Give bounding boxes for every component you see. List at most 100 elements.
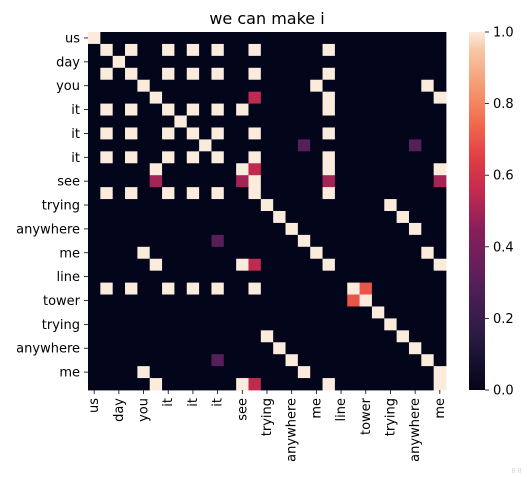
heatmap-cell <box>433 32 447 45</box>
heatmap-cell <box>310 234 323 248</box>
heatmap-cell <box>334 318 348 331</box>
heatmap-cell <box>408 127 422 140</box>
heatmap-cell <box>334 354 348 367</box>
heatmap-cell <box>149 366 163 379</box>
heatmap-cell <box>174 115 188 128</box>
heatmap-cell <box>211 282 225 295</box>
heatmap-cell <box>421 354 435 367</box>
heatmap-cell <box>162 163 175 176</box>
heatmap-cell <box>334 378 348 391</box>
colorbar-tick-label: 0.2 <box>493 312 514 327</box>
heatmap-cell <box>162 211 175 224</box>
heatmap-cell <box>112 211 126 224</box>
heatmap-cell <box>223 246 237 260</box>
x-tick-label: me <box>309 398 324 419</box>
heatmap-cell <box>100 55 114 69</box>
heatmap-cell <box>149 294 163 307</box>
heatmap-cell <box>236 222 249 236</box>
heatmap-cell <box>384 115 398 128</box>
heatmap-cell <box>125 187 138 200</box>
heatmap-cell <box>334 103 348 116</box>
heatmap-cell <box>162 246 175 260</box>
heatmap-cell <box>408 211 422 224</box>
heatmap-cell <box>322 115 336 128</box>
heatmap-cell <box>322 366 336 379</box>
heatmap-cell <box>260 234 274 248</box>
heatmap-cell <box>285 258 299 272</box>
heatmap-cell <box>322 151 336 164</box>
heatmap-cell <box>396 306 410 319</box>
heatmap-cell <box>396 151 410 164</box>
heatmap-cell <box>310 103 323 116</box>
heatmap-cell <box>371 342 385 355</box>
heatmap-cell <box>421 342 435 355</box>
heatmap-cell <box>186 79 200 93</box>
heatmap-cell <box>285 306 299 319</box>
heatmap-cell <box>174 55 188 69</box>
heatmap-cell <box>371 67 385 81</box>
heatmap-cell <box>334 234 348 248</box>
heatmap-cell <box>421 366 435 379</box>
heatmap-cell <box>100 67 114 81</box>
heatmap-cell <box>297 127 311 140</box>
heatmap-cell <box>137 103 151 116</box>
heatmap-cell <box>174 187 188 200</box>
heatmap-cell <box>273 330 286 343</box>
heatmap-cell <box>396 175 410 188</box>
heatmap-cell <box>285 282 299 295</box>
heatmap-cell <box>396 258 410 272</box>
heatmap-cell <box>273 91 286 104</box>
heatmap-cell <box>174 330 188 343</box>
heatmap-cell <box>186 175 200 188</box>
heatmap-cell <box>384 354 398 367</box>
heatmap-cell <box>162 175 175 188</box>
heatmap-cell <box>408 115 422 128</box>
heatmap-cell <box>211 32 225 45</box>
heatmap-cell <box>297 211 311 224</box>
heatmap-cell <box>384 79 398 93</box>
heatmap-cell <box>322 127 336 140</box>
heatmap-cell <box>396 366 410 379</box>
heatmap-cell <box>384 187 398 200</box>
heatmap-cell <box>334 306 348 319</box>
heatmap-cell <box>384 91 398 104</box>
heatmap-cell <box>347 222 360 236</box>
heatmap-cell <box>186 306 200 319</box>
heatmap-cell <box>112 366 126 379</box>
heatmap-cell <box>162 222 175 236</box>
heatmap-cell <box>236 151 249 164</box>
heatmap-cell <box>223 222 237 236</box>
heatmap-cell <box>88 199 101 212</box>
heatmap-cell <box>359 127 373 140</box>
heatmap-cell <box>347 234 360 248</box>
heatmap-cell <box>433 342 447 355</box>
heatmap-cell <box>88 330 101 343</box>
heatmap-cell <box>223 199 237 212</box>
heatmap-cell <box>322 342 336 355</box>
heatmap-cell <box>223 79 237 93</box>
heatmap-cell <box>322 330 336 343</box>
heatmap-cell <box>88 270 101 283</box>
heatmap-cell <box>248 366 262 379</box>
heatmap-cell <box>162 115 175 128</box>
heatmap-cell <box>112 234 126 248</box>
heatmap-cell <box>186 378 200 391</box>
heatmap-cell <box>310 282 323 295</box>
heatmap-cell <box>100 139 114 152</box>
heatmap-cell <box>174 127 188 140</box>
y-tick-label: trying <box>42 199 80 214</box>
heatmap-cell <box>199 211 212 224</box>
heatmap-cell <box>248 318 262 331</box>
heatmap-cell <box>137 199 151 212</box>
heatmap-cell <box>112 354 126 367</box>
x-tick-label: anywhere <box>408 398 423 462</box>
heatmap-cell <box>211 318 225 331</box>
heatmap-cell <box>347 258 360 272</box>
heatmap-cell <box>310 43 323 57</box>
heatmap-cell <box>297 354 311 367</box>
heatmap-cell <box>359 67 373 81</box>
heatmap-cell <box>149 330 163 343</box>
heatmap-cell <box>384 55 398 69</box>
heatmap-cell <box>162 354 175 367</box>
y-tick-label: me <box>59 366 80 381</box>
